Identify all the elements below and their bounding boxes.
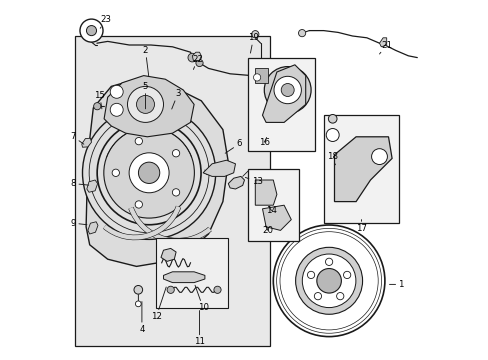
Bar	[247, 169, 298, 241]
Circle shape	[138, 162, 160, 184]
Text: 21: 21	[379, 40, 391, 54]
Circle shape	[298, 30, 305, 37]
Circle shape	[129, 153, 169, 193]
Bar	[247, 58, 314, 151]
Circle shape	[253, 74, 260, 81]
Bar	[323, 115, 399, 223]
Circle shape	[196, 59, 203, 67]
Text: 9: 9	[71, 219, 87, 228]
Polygon shape	[203, 160, 235, 176]
Polygon shape	[255, 180, 276, 205]
Circle shape	[187, 53, 196, 62]
Circle shape	[325, 129, 339, 141]
Circle shape	[295, 247, 362, 314]
Polygon shape	[262, 205, 291, 230]
Polygon shape	[104, 76, 194, 137]
Circle shape	[172, 149, 179, 157]
Text: 23: 23	[100, 15, 111, 28]
Polygon shape	[262, 65, 305, 122]
Circle shape	[134, 285, 142, 294]
Polygon shape	[228, 176, 244, 189]
Text: 11: 11	[194, 311, 204, 346]
Circle shape	[82, 106, 215, 239]
Circle shape	[302, 254, 355, 307]
Text: 12: 12	[150, 287, 166, 321]
Polygon shape	[81, 138, 91, 147]
Polygon shape	[163, 272, 204, 283]
Text: 22: 22	[192, 55, 203, 69]
Circle shape	[135, 138, 142, 145]
Polygon shape	[379, 38, 386, 47]
Circle shape	[371, 149, 386, 165]
Text: 15: 15	[94, 91, 105, 109]
Circle shape	[136, 95, 154, 113]
Text: 10: 10	[195, 285, 208, 312]
Circle shape	[307, 271, 314, 279]
Text: 1: 1	[388, 280, 403, 289]
Polygon shape	[192, 52, 201, 60]
Text: 8: 8	[71, 179, 88, 188]
Circle shape	[336, 293, 343, 300]
Bar	[75, 36, 269, 346]
Polygon shape	[88, 222, 98, 234]
Text: 20: 20	[262, 226, 273, 235]
Circle shape	[135, 201, 142, 208]
Bar	[156, 238, 228, 308]
Polygon shape	[86, 79, 228, 266]
Text: 16: 16	[258, 138, 269, 147]
Polygon shape	[255, 68, 267, 83]
Text: 18: 18	[326, 152, 338, 165]
Text: 5: 5	[142, 82, 148, 109]
Text: 17: 17	[355, 220, 366, 233]
Circle shape	[325, 258, 332, 265]
Text: 14: 14	[265, 206, 276, 215]
Circle shape	[135, 301, 141, 307]
Circle shape	[172, 189, 179, 196]
Text: 7: 7	[71, 132, 83, 144]
Circle shape	[213, 286, 221, 293]
Text: 4: 4	[139, 302, 144, 334]
Circle shape	[94, 103, 101, 110]
Circle shape	[127, 86, 163, 122]
Circle shape	[281, 84, 294, 96]
Polygon shape	[334, 137, 391, 202]
Circle shape	[110, 85, 123, 98]
Text: 2: 2	[142, 46, 148, 76]
Polygon shape	[87, 180, 98, 192]
Circle shape	[273, 76, 301, 104]
Circle shape	[251, 31, 258, 38]
Text: 19: 19	[247, 33, 259, 53]
Circle shape	[112, 169, 119, 176]
Text: 13: 13	[245, 177, 262, 186]
Circle shape	[328, 114, 336, 123]
Circle shape	[103, 127, 194, 218]
Circle shape	[167, 286, 174, 293]
Text: 3: 3	[171, 89, 180, 109]
Circle shape	[86, 26, 96, 36]
Circle shape	[314, 293, 321, 300]
Text: 6: 6	[225, 139, 242, 153]
Circle shape	[264, 67, 310, 113]
Circle shape	[316, 269, 341, 293]
Circle shape	[110, 103, 123, 116]
Circle shape	[273, 225, 384, 337]
Circle shape	[343, 271, 350, 279]
Circle shape	[80, 19, 103, 42]
Polygon shape	[161, 248, 176, 261]
